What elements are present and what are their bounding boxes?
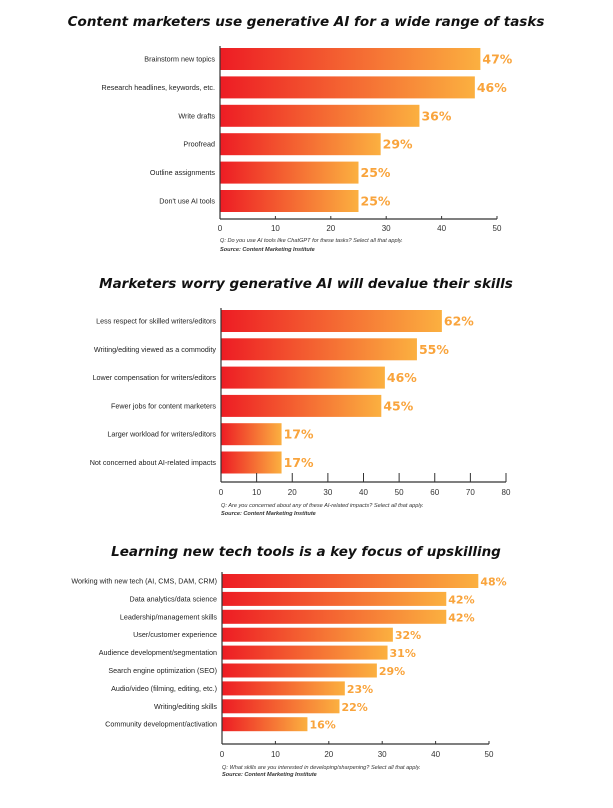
x-tick-label: 0 [218, 224, 223, 233]
category-label: Write drafts [178, 111, 215, 120]
bar [220, 48, 481, 70]
bar [222, 663, 377, 678]
value-label: 62% [444, 314, 474, 329]
question-note: Q: Are you concerned about any of these … [221, 503, 424, 509]
bar [222, 627, 393, 642]
bar [220, 104, 420, 127]
x-tick-label: 0 [220, 750, 225, 759]
value-label: 25% [361, 165, 391, 180]
category-label: Fewer jobs for content marketers [111, 401, 216, 410]
category-label: Writing/editing viewed as a commodity [94, 345, 217, 354]
x-tick-label: 50 [493, 224, 502, 233]
value-label: 42% [448, 611, 474, 624]
bar [220, 133, 381, 156]
x-tick-label: 40 [437, 224, 446, 233]
category-label: User/customer experience [133, 630, 217, 639]
bar [221, 338, 417, 361]
x-tick-label: 50 [395, 488, 404, 497]
category-label: Proofread [183, 140, 215, 149]
value-label: 29% [379, 665, 405, 678]
x-tick-label: 20 [288, 488, 297, 497]
chart-title: Learning new tech tools is a key focus o… [111, 544, 501, 560]
category-label: Leadership/management skills [120, 612, 217, 621]
x-tick-label: 30 [323, 488, 332, 497]
x-tick-label: 20 [324, 750, 333, 759]
x-tick-label: 80 [502, 488, 511, 497]
bar [221, 394, 382, 417]
source-note: Source: Content Marketing Institute [220, 247, 315, 253]
value-label: 16% [309, 719, 335, 732]
value-label: 31% [390, 647, 416, 660]
category-label: Not concerned about AI-related impacts [90, 458, 217, 467]
value-label: 45% [383, 398, 413, 413]
bar [222, 609, 447, 624]
question-note: Q: What skills are you interested in dev… [222, 765, 421, 771]
value-label: 46% [387, 370, 417, 385]
x-tick-label: 10 [271, 750, 280, 759]
x-tick-label: 10 [271, 224, 280, 233]
category-label: Outline assignments [150, 168, 216, 177]
chart-title: Marketers worry generative AI will deval… [99, 276, 513, 292]
bar [222, 645, 388, 660]
category-label: Audio/video (filming, editing, etc.) [111, 684, 217, 693]
x-tick-label: 50 [485, 750, 494, 759]
x-tick-label: 60 [430, 488, 439, 497]
value-label: 46% [477, 80, 507, 95]
bar [221, 423, 282, 446]
value-label: 22% [341, 701, 367, 714]
value-label: 23% [347, 683, 373, 696]
category-label: Less respect for skilled writers/editors [96, 317, 216, 326]
value-label: 42% [448, 593, 474, 606]
value-label: 17% [284, 427, 314, 442]
bar [221, 451, 282, 474]
bar [220, 161, 359, 184]
x-tick-label: 40 [359, 488, 368, 497]
category-label: Audience development/segmentation [99, 648, 217, 657]
category-label: Community development/activation [105, 720, 217, 729]
bar [220, 190, 359, 212]
category-label: Research headlines, keywords, etc. [102, 83, 215, 92]
x-tick-label: 30 [378, 750, 387, 759]
bar [222, 717, 308, 732]
category-label: Data analytics/data science [130, 594, 218, 603]
value-label: 47% [482, 52, 512, 67]
category-label: Brainstorm new topics [144, 55, 215, 64]
value-label: 32% [395, 629, 421, 642]
category-label: Writing/editing skills [154, 702, 217, 711]
x-tick-label: 20 [326, 224, 335, 233]
value-label: 17% [284, 455, 314, 470]
category-label: Larger workload for writers/editors [107, 430, 216, 439]
chart-title: Content marketers use generative AI for … [68, 14, 545, 30]
category-label: Working with new tech (AI, CMS, DAM, CRM… [71, 577, 217, 586]
x-tick-label: 0 [219, 488, 224, 497]
value-label: 29% [383, 137, 413, 152]
source-note: Source: Content Marketing Institute [221, 511, 316, 517]
value-label: 48% [480, 576, 506, 589]
category-label: Don't use AI tools [159, 197, 215, 206]
bar [220, 76, 475, 99]
bar [222, 574, 479, 588]
category-label: Search engine optimization (SEO) [108, 666, 217, 675]
bar [221, 310, 442, 332]
x-tick-label: 10 [252, 488, 261, 497]
bar [222, 699, 340, 714]
value-label: 55% [419, 342, 449, 357]
bar [222, 591, 447, 606]
value-label: 36% [421, 108, 451, 123]
x-tick-label: 40 [431, 750, 440, 759]
x-tick-label: 70 [466, 488, 475, 497]
question-note: Q: Do you use AI tools like ChatGPT for … [220, 238, 403, 244]
value-label: 25% [361, 194, 391, 209]
x-tick-label: 30 [382, 224, 391, 233]
bar [221, 366, 385, 389]
source-note: Source: Content Marketing Institute [222, 772, 317, 778]
category-label: Lower compensation for writers/editors [93, 373, 217, 382]
bar [222, 681, 345, 696]
